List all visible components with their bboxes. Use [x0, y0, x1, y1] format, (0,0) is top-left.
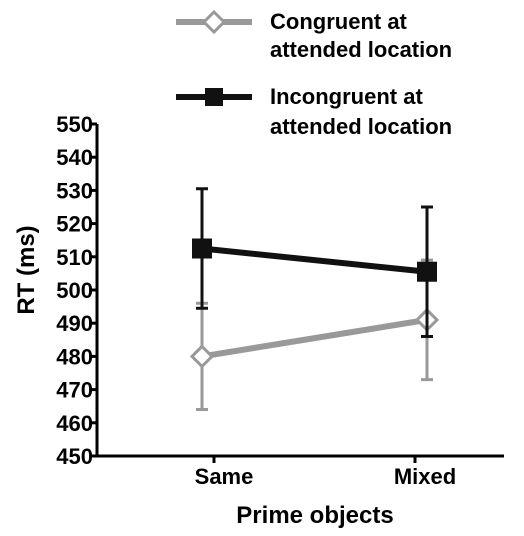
y-tick-label: 510: [56, 245, 93, 270]
data-point: [189, 344, 215, 369]
y-tick-label: 540: [56, 145, 93, 170]
y-axis: 450 460 470 480 490 500 510 520 530 540 550: [56, 112, 99, 469]
legend-marker-incongruent: [205, 88, 223, 106]
series-line: [201, 245, 428, 275]
y-tick-label: 520: [56, 212, 93, 237]
series-line: [201, 316, 428, 360]
x-tick-label: Mixed: [394, 464, 456, 489]
data-point: [192, 238, 212, 259]
legend-marker-congruent: [201, 9, 227, 35]
legend-label-incongruent-line2: attended location: [270, 114, 452, 139]
y-tick-label: 470: [56, 378, 93, 403]
y-tick-label: 530: [56, 178, 93, 203]
y-tick-label: 460: [56, 411, 93, 436]
legend-label-incongruent-line1: Incongruent at: [270, 84, 423, 109]
legend-entry-incongruent: Incongruent at attended location: [176, 84, 452, 139]
legend-label-congruent-line2: attended location: [270, 37, 452, 62]
series-incongruent: [192, 187, 437, 338]
y-tick-label: 450: [56, 444, 93, 469]
y-tick-label: 500: [56, 278, 93, 303]
series-congruent: [189, 258, 440, 412]
legend: Congruent at attended location Incongrue…: [176, 9, 452, 139]
y-tick-label: 490: [56, 311, 93, 336]
y-tick-label: 480: [56, 344, 93, 369]
x-tick-label: Same: [195, 464, 254, 489]
x-axis: Same Mixed: [97, 454, 504, 489]
legend-entry-congruent: Congruent at attended location: [176, 9, 452, 62]
y-axis-title: RT (ms): [13, 225, 40, 314]
legend-label-congruent-line1: Congruent at: [270, 9, 408, 34]
x-axis-title: Prime objects: [236, 502, 393, 529]
data-point: [417, 261, 437, 282]
y-tick-label: 550: [56, 112, 93, 137]
plot-area: [189, 187, 440, 412]
